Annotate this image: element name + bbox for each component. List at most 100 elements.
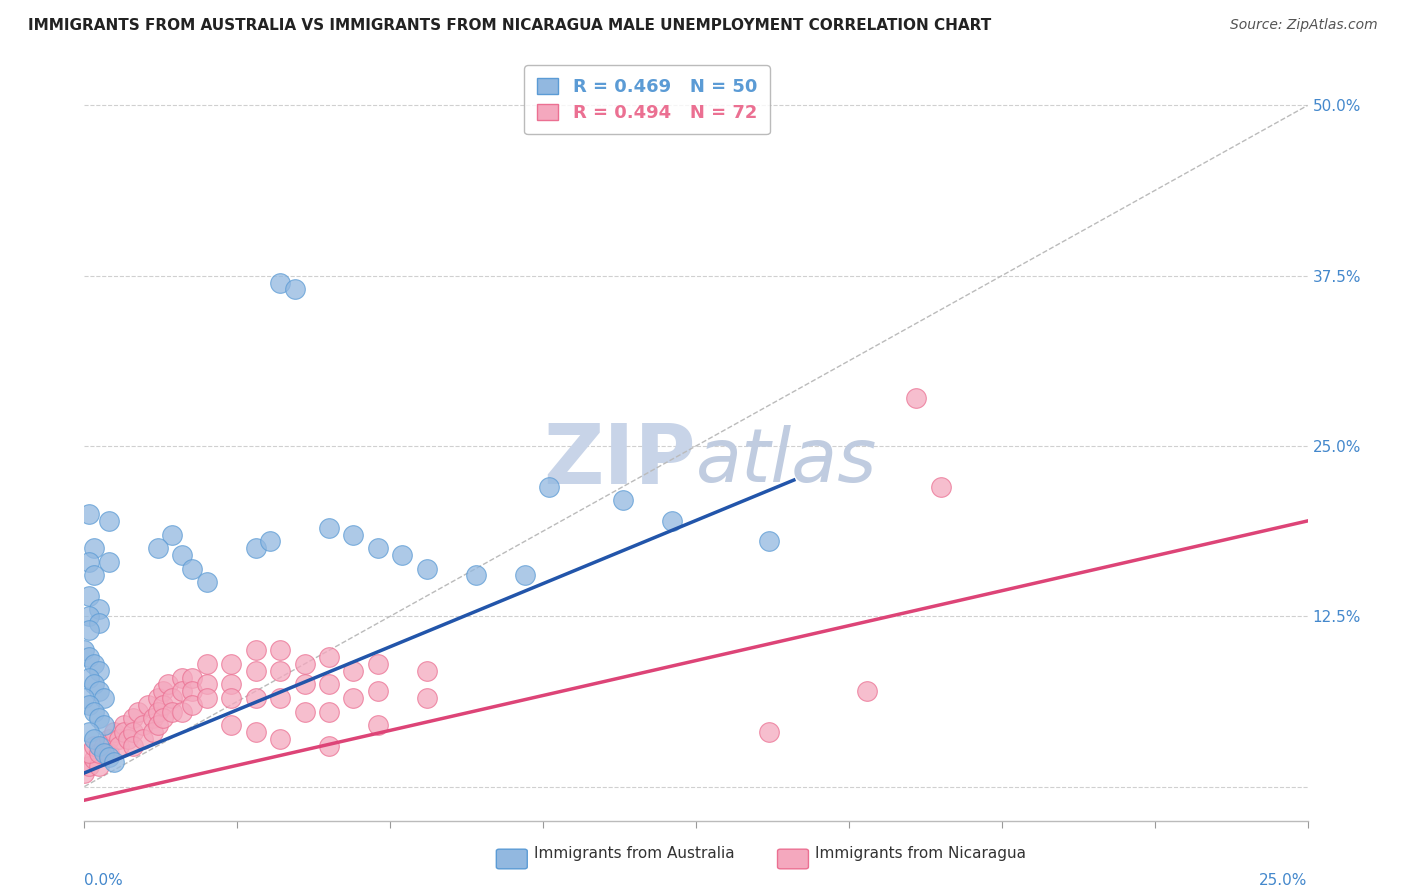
Point xyxy=(122,711,145,725)
Point xyxy=(245,643,267,657)
Point xyxy=(172,548,194,562)
Point xyxy=(112,718,135,732)
Text: ZIP: ZIP xyxy=(544,420,696,501)
Point xyxy=(87,759,110,773)
Point xyxy=(77,555,100,569)
Point xyxy=(391,548,413,562)
Point xyxy=(269,643,291,657)
Point xyxy=(142,711,165,725)
Point xyxy=(181,561,204,575)
Point xyxy=(83,541,105,556)
Point xyxy=(87,664,110,678)
Point xyxy=(538,480,561,494)
Point xyxy=(77,507,100,521)
Point xyxy=(245,725,267,739)
Point xyxy=(219,718,242,732)
Point xyxy=(146,691,169,706)
Point xyxy=(318,677,340,691)
Point xyxy=(103,755,125,769)
Point xyxy=(73,766,96,780)
Point xyxy=(77,589,100,603)
Point xyxy=(269,731,291,746)
Point xyxy=(219,657,242,671)
Point xyxy=(342,527,364,541)
Point xyxy=(77,609,100,624)
Point xyxy=(162,691,184,706)
Point xyxy=(73,643,96,657)
Point xyxy=(929,480,952,494)
Point xyxy=(219,691,242,706)
Point xyxy=(77,671,100,685)
Point xyxy=(245,664,267,678)
Point xyxy=(122,739,145,753)
Point xyxy=(195,575,218,590)
Point xyxy=(318,521,340,535)
Point xyxy=(146,718,169,732)
Point xyxy=(367,657,389,671)
Point xyxy=(416,561,439,575)
Point xyxy=(127,705,149,719)
Point xyxy=(112,725,135,739)
Point xyxy=(152,711,174,725)
Point xyxy=(856,684,879,698)
Point xyxy=(294,657,316,671)
Point xyxy=(87,746,110,760)
Point xyxy=(416,691,439,706)
Point xyxy=(318,650,340,665)
Point xyxy=(342,664,364,678)
Point xyxy=(77,698,100,712)
Point xyxy=(97,555,120,569)
Point xyxy=(103,725,125,739)
Point xyxy=(269,664,291,678)
Point xyxy=(181,684,204,698)
Point xyxy=(195,677,218,691)
Point xyxy=(93,739,115,753)
Point xyxy=(146,541,169,556)
Point xyxy=(758,534,780,549)
Point xyxy=(152,684,174,698)
Point xyxy=(156,677,179,691)
Point xyxy=(107,731,129,746)
Point xyxy=(152,698,174,712)
Point xyxy=(97,749,120,764)
Point xyxy=(83,731,105,746)
Point xyxy=(195,691,218,706)
Point xyxy=(245,691,267,706)
Point xyxy=(107,739,129,753)
Point xyxy=(172,671,194,685)
Point xyxy=(87,711,110,725)
Point xyxy=(93,718,115,732)
Point xyxy=(219,677,242,691)
Point xyxy=(259,534,281,549)
Point xyxy=(97,746,120,760)
Point xyxy=(146,705,169,719)
Point xyxy=(318,705,340,719)
Text: 25.0%: 25.0% xyxy=(1260,873,1308,888)
Point xyxy=(181,698,204,712)
Point xyxy=(269,691,291,706)
Point xyxy=(77,746,100,760)
Point xyxy=(77,650,100,665)
Point xyxy=(97,731,120,746)
Point xyxy=(367,541,389,556)
Point xyxy=(294,705,316,719)
Point xyxy=(136,698,159,712)
Point xyxy=(318,739,340,753)
Point xyxy=(73,691,96,706)
Point xyxy=(83,657,105,671)
Point xyxy=(367,718,389,732)
Point xyxy=(142,725,165,739)
Point xyxy=(195,657,218,671)
Point xyxy=(172,684,194,698)
Point xyxy=(612,493,634,508)
Point xyxy=(162,527,184,541)
Point xyxy=(83,677,105,691)
Point xyxy=(367,684,389,698)
Point xyxy=(342,691,364,706)
Point xyxy=(162,705,184,719)
Text: IMMIGRANTS FROM AUSTRALIA VS IMMIGRANTS FROM NICARAGUA MALE UNEMPLOYMENT CORRELA: IMMIGRANTS FROM AUSTRALIA VS IMMIGRANTS … xyxy=(28,18,991,33)
Point xyxy=(83,739,105,753)
Point xyxy=(172,705,194,719)
Point xyxy=(122,725,145,739)
Point xyxy=(464,568,486,582)
